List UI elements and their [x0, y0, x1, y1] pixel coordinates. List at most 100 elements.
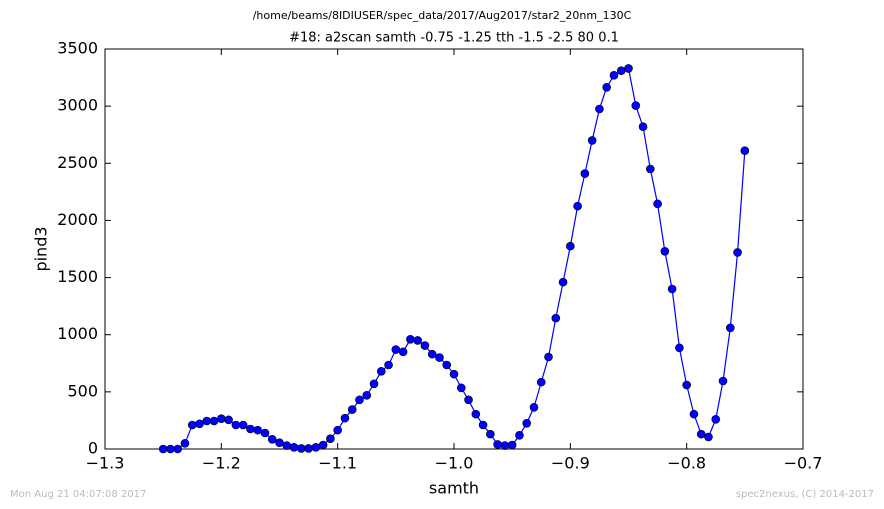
x-tick-label: −0.9	[551, 454, 590, 473]
data-point	[682, 380, 691, 390]
data-point	[158, 444, 168, 454]
data-point	[500, 441, 510, 450]
data-point	[217, 414, 226, 424]
y-tick-label: 3500	[57, 39, 98, 58]
data-point	[456, 383, 466, 393]
data-point	[515, 430, 524, 440]
data-point	[631, 101, 641, 110]
data-point	[202, 416, 212, 426]
data-point	[478, 420, 488, 430]
data-point	[689, 409, 699, 419]
data-point	[522, 418, 532, 428]
data-point	[660, 246, 670, 256]
data-point	[609, 70, 619, 80]
data-point	[376, 366, 386, 376]
data-point	[464, 395, 473, 405]
data-point	[580, 169, 590, 178]
data-point	[267, 434, 277, 444]
data-point	[311, 442, 321, 452]
data-point	[333, 425, 342, 435]
x-tick-label: −1.1	[318, 454, 357, 473]
data-point	[297, 444, 306, 453]
x-tick-label: −1.0	[435, 454, 474, 473]
chart-title: /home/beams/8IDIUSER/spec_data/2017/Aug2…	[253, 9, 632, 22]
data-point	[573, 201, 582, 211]
y-tick-label: 1000	[57, 324, 98, 343]
y-tick-label: 3000	[57, 96, 98, 115]
data-point	[740, 146, 750, 156]
data-point	[231, 420, 241, 430]
data-point	[275, 438, 284, 448]
x-axis-label: samth	[429, 479, 479, 498]
data-point	[347, 405, 357, 414]
data-point	[173, 444, 183, 454]
data-point	[253, 425, 262, 435]
data-point	[667, 284, 677, 294]
data-point	[355, 395, 364, 405]
data-point	[413, 336, 422, 345]
data-point	[209, 416, 219, 426]
data-point	[289, 442, 299, 452]
data-point	[646, 164, 655, 174]
data-point	[595, 104, 604, 114]
data-point	[362, 390, 372, 400]
data-point	[449, 369, 459, 379]
data-point	[551, 313, 561, 323]
data-point	[166, 444, 175, 454]
data-point	[369, 379, 379, 389]
data-point	[725, 323, 735, 333]
data-point	[486, 429, 495, 439]
data-point	[398, 347, 408, 357]
data-point	[507, 440, 517, 450]
x-tick-label: −1.3	[86, 454, 125, 473]
data-point	[420, 341, 430, 350]
data-point	[558, 277, 568, 287]
data-point	[180, 438, 190, 448]
footer-right: spec2nexus, (C) 2014-2017	[736, 489, 874, 500]
data-point	[638, 122, 648, 132]
y-tick-label: 1500	[57, 267, 98, 286]
footer-left: Mon Aug 21 04:07:08 2017	[10, 489, 146, 500]
x-tick-label: −1.2	[202, 454, 241, 473]
data-point	[653, 199, 662, 209]
data-point	[624, 64, 633, 73]
data-point	[224, 415, 233, 425]
data-point	[391, 345, 401, 354]
data-point	[238, 420, 248, 430]
data-point	[696, 429, 706, 439]
data-point	[246, 424, 255, 434]
x-tick-label: −0.7	[784, 454, 823, 473]
data-point	[529, 402, 539, 412]
data-point	[187, 420, 197, 430]
data-point	[318, 440, 328, 450]
data-point	[718, 376, 728, 386]
data-point	[544, 352, 553, 362]
data-point	[384, 360, 393, 370]
data-point	[435, 353, 444, 362]
data-point	[442, 360, 452, 370]
y-axis-label: pind3	[32, 226, 51, 271]
data-point	[406, 334, 415, 344]
data-point	[616, 66, 626, 76]
data-point	[493, 440, 502, 449]
data-point	[602, 82, 611, 92]
data-point	[536, 377, 546, 387]
y-tick-label: 500	[67, 381, 98, 400]
data-point	[704, 432, 713, 442]
data-point	[587, 136, 597, 145]
data-point	[711, 414, 721, 424]
data-point	[733, 248, 742, 257]
x-tick-label: −0.8	[667, 454, 706, 473]
data-point	[675, 343, 684, 353]
y-tick-label: 0	[88, 439, 98, 458]
y-tick-label: 2500	[57, 153, 98, 172]
data-point	[340, 413, 350, 423]
data-point	[304, 444, 313, 453]
data-point	[282, 441, 292, 450]
data-point	[566, 241, 575, 251]
chart-subtitle: #18: a2scan samth -0.75 -1.25 tth -1.5 -…	[289, 31, 619, 46]
data-point	[326, 434, 335, 444]
data-point	[195, 419, 204, 429]
